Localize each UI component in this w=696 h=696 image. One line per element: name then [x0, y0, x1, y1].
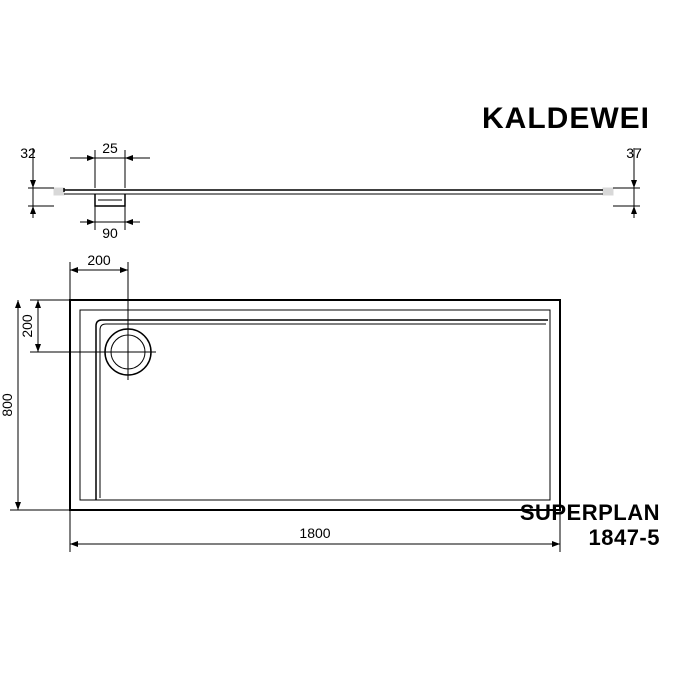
- brand-logo: KALDEWEI: [482, 102, 650, 135]
- svg-text:90: 90: [102, 225, 118, 241]
- plan-view: 200 200 800 1800: [0, 252, 560, 552]
- svg-text:1800: 1800: [299, 525, 330, 541]
- dim-profile-tab: 25: [70, 140, 150, 188]
- model-name: SUPERPLAN: [520, 500, 660, 525]
- svg-text:200: 200: [19, 314, 35, 338]
- dim-plan-width: 1800: [70, 510, 560, 552]
- svg-text:37: 37: [626, 145, 642, 161]
- model-number: 1847-5: [588, 525, 660, 550]
- drain: [100, 324, 156, 380]
- dim-profile-left-height: 32: [20, 145, 54, 218]
- svg-text:25: 25: [102, 140, 118, 156]
- dim-profile-right-height: 37: [613, 145, 642, 218]
- profile-view: 32 25 90 37: [20, 140, 642, 241]
- svg-text:32: 32: [20, 145, 36, 161]
- dim-plan-drain-x: 200: [70, 252, 128, 329]
- svg-text:200: 200: [87, 252, 111, 268]
- svg-text:800: 800: [0, 393, 15, 417]
- dim-plan-height: 800: [0, 300, 70, 510]
- dim-profile-drain: 90: [80, 206, 140, 241]
- dim-plan-drain-y: 200: [19, 300, 105, 352]
